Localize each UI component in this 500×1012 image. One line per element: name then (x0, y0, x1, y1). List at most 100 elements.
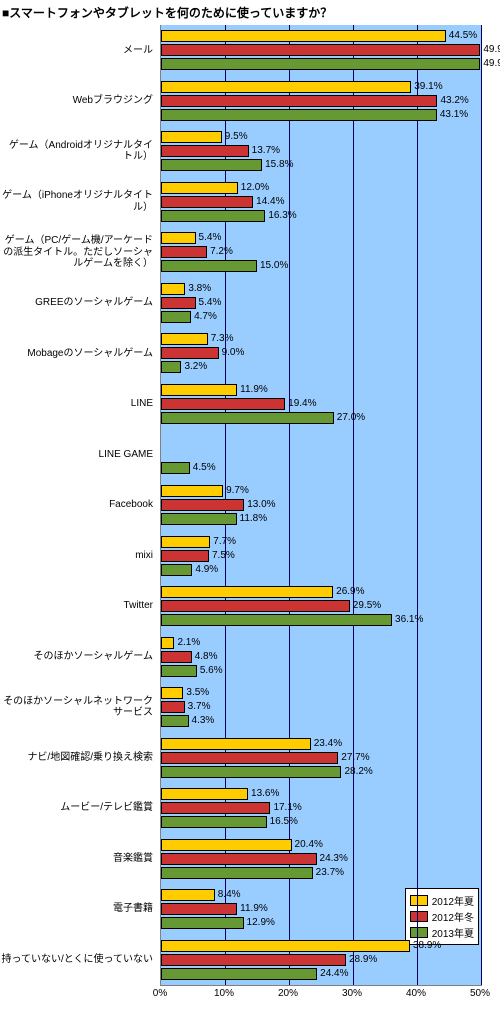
bar (161, 159, 262, 171)
bar (161, 614, 392, 626)
x-tick-label: 0% (153, 988, 167, 999)
bar (161, 196, 253, 208)
category-label: 持っていない/とくに使っていない (1, 934, 157, 985)
bar (161, 816, 267, 828)
category-label: GREEのソーシャルゲーム (1, 278, 157, 329)
bar (161, 536, 210, 548)
bar (161, 550, 209, 562)
bar-value-label: 43.2% (440, 95, 468, 107)
bar (161, 485, 223, 497)
category-label: 音楽鑑賞 (1, 833, 157, 884)
category-group: Facebook9.7%13.0%11.8% (1, 480, 481, 531)
bar (161, 600, 350, 612)
bar-value-label: 4.8% (195, 651, 218, 663)
bar-value-label: 7.7% (213, 536, 236, 548)
bar-value-label: 2.1% (177, 637, 200, 649)
bar-value-label: 24.3% (320, 853, 348, 865)
bar-value-label: 7.3% (211, 333, 234, 345)
category-group: メール44.5%49.9%49.9% (1, 25, 481, 76)
bar-value-label: 8.4% (218, 889, 241, 901)
plot-area: 2012年夏2012年冬2013年夏 メール44.5%49.9%49.9%Web… (160, 25, 482, 986)
bar-value-label: 3.5% (186, 687, 209, 699)
bar (161, 839, 292, 851)
bar (161, 398, 285, 410)
bar-value-label: 16.3% (268, 210, 296, 222)
bar (161, 752, 338, 764)
bar (161, 687, 183, 699)
bar-value-label: 5.4% (199, 232, 222, 244)
bar (161, 297, 196, 309)
bar (161, 210, 265, 222)
bar (161, 462, 190, 474)
bar-value-label: 49.9% (483, 44, 500, 56)
category-label: ゲーム（Androidオリジナルタイトル） (1, 126, 157, 177)
bar-value-label: 38.9% (413, 940, 441, 952)
category-label: Twitter (1, 581, 157, 632)
bar-value-label: 23.4% (314, 738, 342, 750)
bar-value-label: 3.7% (188, 701, 211, 713)
bar (161, 58, 480, 70)
category-label: Mobageのソーシャルゲーム (1, 328, 157, 379)
category-group: ゲーム（PC/ゲーム機/アーケードの派生タイトル。ただしソーシャルゲームを除く）… (1, 227, 481, 278)
bar-value-label: 3.2% (184, 361, 207, 373)
x-tick-label: 40% (406, 988, 426, 999)
bar (161, 81, 411, 93)
bar (161, 665, 197, 677)
bar (161, 182, 238, 194)
bar-value-label: 44.5% (449, 30, 477, 42)
bar-value-label: 20.4% (295, 839, 323, 851)
category-group: LINE11.9%19.4%27.0% (1, 379, 481, 430)
bar-value-label: 19.4% (288, 398, 316, 410)
x-tick-label: 50% (470, 988, 490, 999)
bar (161, 903, 237, 915)
x-tick-label: 30% (342, 988, 362, 999)
bar (161, 145, 249, 157)
bar (161, 651, 192, 663)
bar-value-label: 3.8% (188, 283, 211, 295)
bar-value-label: 28.2% (344, 766, 372, 778)
category-label: ナビ/地図確認/乗り換え検索 (1, 732, 157, 783)
bar-value-label: 12.9% (247, 917, 275, 929)
category-label: そのほかソーシャルゲーム (1, 631, 157, 682)
bar (161, 889, 215, 901)
bar (161, 384, 237, 396)
bar (161, 246, 207, 258)
bar (161, 586, 333, 598)
bar (161, 311, 191, 323)
chart-title: ■スマートフォンやタブレットを何のために使っていますか？ (0, 0, 500, 25)
bar (161, 109, 437, 121)
bar-value-label: 39.1% (414, 81, 442, 93)
bar (161, 954, 346, 966)
bar-value-label: 26.9% (336, 586, 364, 598)
x-axis: 0%10%20%30%40%50% (160, 986, 480, 1006)
gridline (481, 25, 482, 985)
category-label: ゲーム（PC/ゲーム機/アーケードの派生タイトル。ただしソーシャルゲームを除く） (1, 227, 157, 278)
category-group: ナビ/地図確認/乗り換え検索23.4%27.7%28.2% (1, 732, 481, 783)
bar-value-label: 14.4% (256, 196, 284, 208)
category-group: 電子書籍8.4%11.9%12.9% (1, 884, 481, 935)
category-label: ムービー/テレビ鑑賞 (1, 783, 157, 834)
bar-value-label: 15.0% (260, 260, 288, 272)
bar-value-label: 36.1% (395, 614, 423, 626)
bar-value-label: 9.0% (222, 347, 245, 359)
category-label: LINE (1, 379, 157, 430)
bar (161, 283, 185, 295)
bar-value-label: 5.4% (199, 297, 222, 309)
bar-value-label: 17.1% (273, 802, 301, 814)
bar (161, 701, 185, 713)
bar (161, 738, 311, 750)
bar (161, 637, 174, 649)
bar (161, 131, 222, 143)
bar-value-label: 5.6% (200, 665, 223, 677)
bar-value-label: 13.6% (251, 788, 279, 800)
category-label: そのほかソーシャルネットワークサービス (1, 682, 157, 733)
bar-value-label: 29.5% (353, 600, 381, 612)
bar (161, 30, 446, 42)
bar (161, 853, 317, 865)
category-group: ゲーム（iPhoneオリジナルタイトル）12.0%14.4%16.3% (1, 177, 481, 228)
bar (161, 968, 317, 980)
category-group: Twitter 26.9% 29.5% 36.1% (1, 581, 481, 632)
bar-value-label: 9.7% (226, 485, 249, 497)
bar-value-label: 12.0% (241, 182, 269, 194)
bar (161, 802, 270, 814)
